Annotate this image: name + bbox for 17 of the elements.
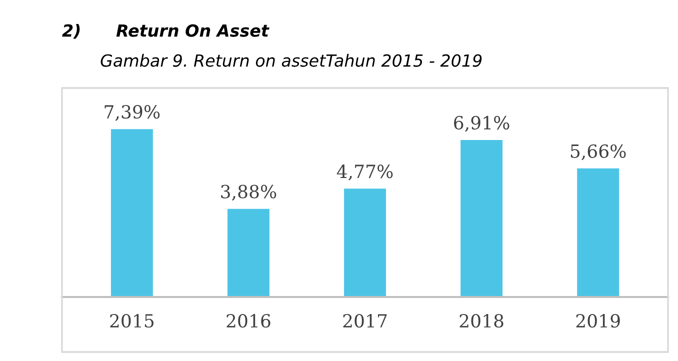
data-label: 5,66% [570,144,626,160]
bar [460,140,503,297]
chart-title: 2) Return On Asset [62,24,270,39]
bar [344,188,386,297]
data-label: 4,77% [336,164,393,180]
chart-subtitle: Gambar 9. Return on assetTahun 2015 - 2019 [100,54,482,67]
data-label: 6,91% [454,116,510,132]
data-label: 7,39% [104,105,160,121]
bar [577,168,620,297]
x-tick-label: 2017 [343,314,387,328]
x-tick-label: 2016 [226,314,270,328]
x-tick-label: 2018 [460,314,504,328]
x-tick-label: 2019 [576,314,620,328]
bar [110,129,153,297]
data-label: 3,88% [221,184,276,201]
x-tick-label: 2015 [110,314,154,328]
bar [227,208,270,297]
